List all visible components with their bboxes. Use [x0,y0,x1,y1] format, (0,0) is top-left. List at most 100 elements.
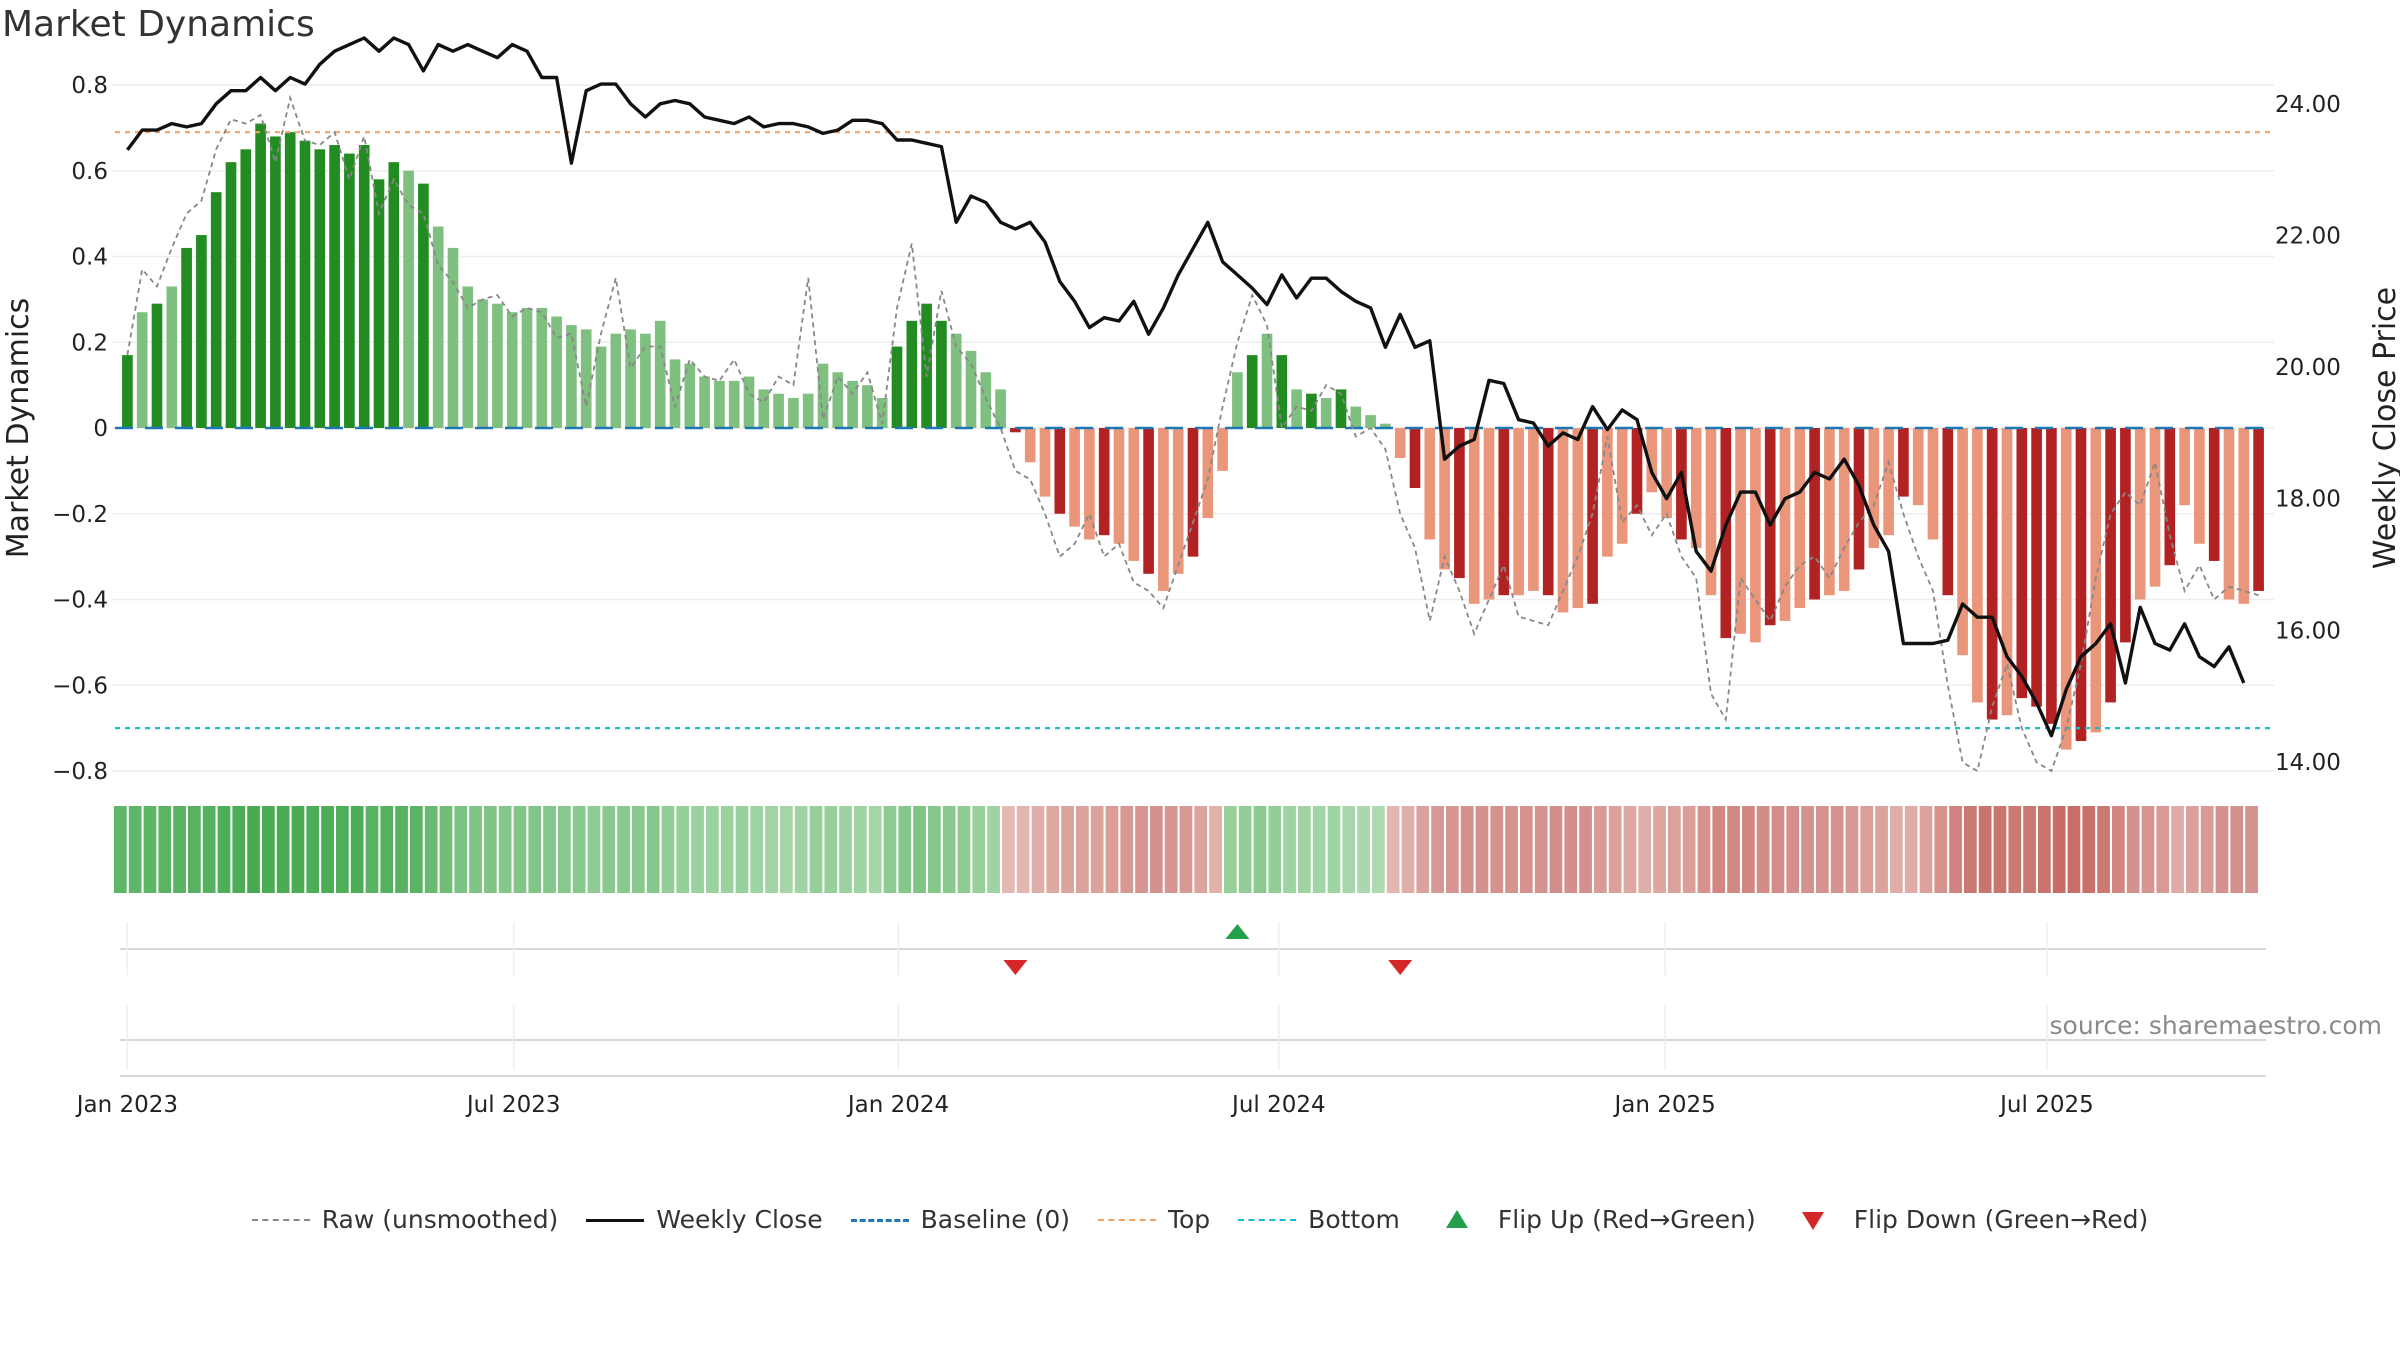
md-bar [1187,428,1199,557]
heat-cell [1490,806,1504,893]
heat-cell [868,806,882,893]
md-bar [403,170,414,428]
heat-cell [1179,806,1193,893]
heat-cell [1727,806,1740,893]
md-bar [1128,428,1140,561]
heat-cell [365,806,379,893]
heat-cell [1875,806,1888,893]
heat-cell [957,806,971,893]
heat-cell [1594,806,1607,893]
md-bar [2060,428,2072,750]
md-bar [1542,428,1554,596]
heat-cell [1238,806,1252,893]
heat-cell [528,806,542,893]
heat-cell [188,806,201,893]
heat-cell [114,806,127,893]
heat-cell [854,806,867,893]
heat-cell [2067,806,2081,893]
heat-cell [1357,806,1370,893]
md-bar [1705,428,1717,596]
md-bar [847,380,858,428]
md-bar [566,325,577,428]
heat-cell [1549,806,1563,893]
heat-cell [735,806,749,893]
heat-cell [2126,806,2140,893]
heat-cell [1446,806,1459,893]
heat-cell [1283,806,1296,893]
heat-cell [2171,806,2184,893]
heat-cell [1505,806,1518,893]
heat-cell [454,806,468,893]
heat-cell [987,806,1000,893]
weekly-close-layer [126,36,2246,738]
md-bar [1986,428,1998,720]
regime-heat-strip [114,806,2258,893]
y2-tick-label: 14.00 [2275,750,2341,776]
heat-cell [484,806,497,893]
md-bar [1483,428,1495,600]
flip-marker-panel [120,922,2266,975]
legend-label: Top [1167,1205,1211,1234]
heat-cell [2141,806,2155,893]
y2-tick-label: 20.00 [2275,355,2341,381]
heat-cell [632,806,645,893]
heat-cell [2215,806,2229,893]
heat-cell [1668,806,1681,893]
md-bar [1883,428,1894,536]
flip-down-marker [1003,960,1028,975]
heat-cell [128,806,142,893]
heat-cell [2245,806,2258,893]
md-bar [1779,428,1791,621]
legend-label: Weekly Close [656,1205,823,1234]
heat-cell [1194,806,1208,893]
y-tick-label: −0.6 [52,673,108,699]
md-bar [1113,428,1125,544]
md-bar [462,286,474,428]
md-bar [1024,428,1036,463]
md-bar [299,140,311,429]
heat-cell [2097,806,2110,893]
heat-cell [1431,806,1444,893]
md-bar [2075,428,2087,741]
md-bar [492,303,503,428]
heat-cell [1638,806,1652,893]
md-bar [758,389,770,428]
y-tick-label: 0 [93,416,108,442]
md-bar [1631,428,1643,514]
heat-cell [543,806,556,893]
md-bar [1394,428,1406,459]
y-tick-label: 0.4 [71,245,108,271]
heat-cell [2038,806,2051,893]
md-bar [2253,428,2264,591]
heat-cell [1105,806,1119,893]
md-bar [1380,423,1391,428]
flip-up-marker [1225,924,1250,939]
heat-cell [1801,806,1814,893]
md-bar [225,162,237,429]
legend-item-flip_down: Flip Down (Green→Red) [1784,1205,2148,1234]
md-bar [151,303,163,428]
heat-cell [1890,806,1903,893]
heat-cell [1268,806,1282,893]
heat-cell [143,806,157,893]
heat-cell [1564,806,1578,893]
legend-swatch-close [586,1210,645,1230]
md-bar [1557,428,1569,613]
md-bar [802,393,814,428]
md-bar [122,355,133,428]
heat-cell [750,806,764,893]
y-tick-label: −0.2 [52,502,108,528]
heat-cell [587,806,601,893]
heat-cell [380,806,394,893]
md-bar [2134,428,2146,600]
heat-cell [1697,806,1711,893]
md-bar [1424,428,1436,540]
heat-cell [1342,806,1356,893]
raw-unsmoothed-line [126,94,2259,773]
md-bar [862,385,873,428]
x-tick-label: Jul 2023 [465,1092,561,1118]
x-tick-label: Jan 2025 [1612,1092,1715,1118]
heat-cell [1253,806,1267,893]
md-bar [1690,428,1702,549]
raw-line-layer [126,94,2259,773]
